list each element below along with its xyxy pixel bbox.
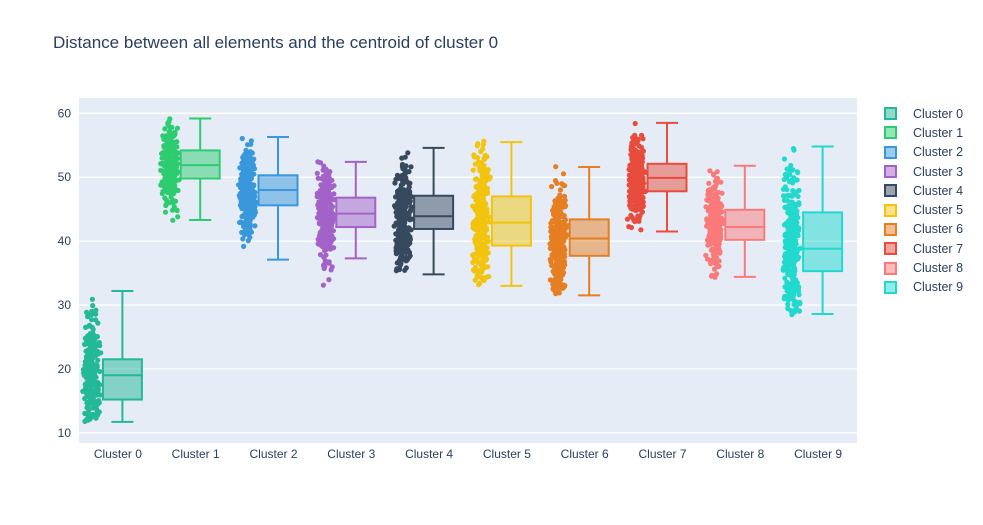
legend-item-cluster-0[interactable]: Cluster 0 <box>884 104 963 123</box>
x-tick-label: Cluster 8 <box>716 447 764 461</box>
legend-label: Cluster 5 <box>913 203 964 218</box>
scatter-points-cluster-7 <box>624 120 649 233</box>
legend-swatch-icon <box>884 184 897 198</box>
box-plot-cluster-0 <box>101 289 143 423</box>
y-tick-label: 20 <box>58 362 72 376</box>
legend-swatch-icon <box>884 242 897 256</box>
legend-swatch-icon <box>884 145 897 159</box>
box-plot-cluster-3 <box>335 160 377 260</box>
legend-swatch-icon <box>884 107 897 121</box>
scatter-points-cluster-3 <box>314 159 337 288</box>
x-tick-label: Cluster 6 <box>561 447 609 461</box>
legend-label: Cluster 9 <box>913 280 964 295</box>
box-plot-cluster-8 <box>724 164 766 278</box>
legend-swatch-icon <box>884 203 897 217</box>
box-plot-cluster-5 <box>490 141 532 287</box>
scatter-points-cluster-9 <box>780 146 804 318</box>
chart-title: Distance between all elements and the ce… <box>53 33 499 52</box>
x-tick-label: Cluster 9 <box>794 447 842 461</box>
legend-item-cluster-9[interactable]: Cluster 9 <box>884 278 963 297</box>
legend: Cluster 0 Cluster 1 Cluster 2 Cluster 3 Clus… <box>884 104 963 297</box>
x-tick-label: Cluster 4 <box>405 447 453 461</box>
scatter-points-cluster-8 <box>703 168 727 280</box>
x-tick-label: Cluster 2 <box>249 447 297 461</box>
y-tick-label: 40 <box>58 234 72 248</box>
box-plot-cluster-9 <box>802 145 844 315</box>
box-plot-cluster-2 <box>257 135 299 261</box>
legend-label: Cluster 1 <box>913 125 964 140</box>
x-tick-label: Cluster 3 <box>327 447 375 461</box>
legend-label: Cluster 3 <box>913 164 964 179</box>
legend-label: Cluster 6 <box>913 222 964 237</box>
x-tick-label: Cluster 7 <box>638 447 686 461</box>
scatter-points-cluster-2 <box>236 135 259 249</box>
y-tick-label: 10 <box>58 426 72 440</box>
legend-item-cluster-7[interactable]: Cluster 7 <box>884 239 963 258</box>
legend-swatch-icon <box>884 165 897 179</box>
legend-label: Cluster 4 <box>913 183 964 198</box>
scatter-points-cluster-5 <box>470 138 493 288</box>
legend-item-cluster-4[interactable]: Cluster 4 <box>884 181 963 200</box>
scatter-points-cluster-0 <box>80 296 104 424</box>
y-tick-label: 50 <box>58 170 72 184</box>
box-plot-cluster-7 <box>646 121 688 233</box>
y-tick-label: 30 <box>58 298 72 312</box>
legend-label: Cluster 7 <box>913 241 964 256</box>
legend-swatch-icon <box>884 222 897 236</box>
y-tick-label: 60 <box>58 106 72 120</box>
x-tick-label: Cluster 5 <box>483 447 531 461</box>
x-tick-label: Cluster 0 <box>94 447 142 461</box>
legend-item-cluster-1[interactable]: Cluster 1 <box>884 123 963 142</box>
legend-item-cluster-8[interactable]: Cluster 8 <box>884 258 963 277</box>
x-tick-label: Cluster 1 <box>172 447 220 461</box>
legend-swatch-icon <box>884 261 897 275</box>
scatter-points-cluster-6 <box>547 164 571 297</box>
scatter-points-cluster-1 <box>158 116 182 223</box>
legend-item-cluster-6[interactable]: Cluster 6 <box>884 220 963 239</box>
legend-item-cluster-5[interactable]: Cluster 5 <box>884 200 963 219</box>
legend-label: Cluster 2 <box>913 145 964 160</box>
legend-label: Cluster 0 <box>913 106 964 121</box>
legend-swatch-icon <box>884 280 897 294</box>
scatter-points-cluster-4 <box>391 150 415 274</box>
legend-item-cluster-3[interactable]: Cluster 3 <box>884 162 963 181</box>
box-plot-cluster-4 <box>413 146 455 276</box>
legend-label: Cluster 8 <box>913 261 964 276</box>
legend-swatch-icon <box>884 126 897 140</box>
legend-item-cluster-2[interactable]: Cluster 2 <box>884 143 963 162</box>
box-plot-cluster-1 <box>179 117 221 222</box>
box-plot-cluster-6 <box>568 166 610 297</box>
